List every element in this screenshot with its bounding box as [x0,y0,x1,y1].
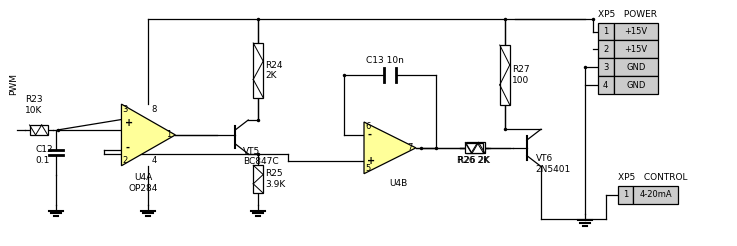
Bar [613,76,658,94]
Text: C12
0.1: C12 0.1 [35,145,53,165]
Text: 1: 1 [623,190,628,199]
Text: PWM: PWM [9,73,18,95]
Text: 4-20mA: 4-20mA [640,190,672,199]
Text: XP5   POWER: XP5 POWER [598,10,657,19]
Text: -: - [367,130,371,140]
Text: GND: GND [626,81,646,90]
Bar [465,143,483,153]
Text: R25
3.9K: R25 3.9K [265,169,285,189]
Bar [613,23,658,41]
Bar [598,58,613,76]
Text: +15V: +15V [624,27,648,36]
Text: 2: 2 [122,156,128,165]
Text: R26 2K: R26 2K [458,156,490,165]
Bar [598,76,613,94]
Text: 3: 3 [603,63,608,72]
Text: 5: 5 [365,164,370,173]
Text: 4: 4 [603,81,608,90]
Text: XP5   CONTROL: XP5 CONTROL [618,173,687,182]
Text: 8: 8 [151,105,157,114]
Text: 6: 6 [365,123,371,131]
Text: U4A
OP284: U4A OP284 [129,173,158,193]
Text: -: - [125,142,130,152]
Bar [466,142,485,153]
Bar [634,186,679,203]
Bar [598,23,613,41]
Text: +: + [367,156,375,166]
Bar [613,58,658,76]
Text: 3: 3 [122,105,128,114]
Text: R26 2K: R26 2K [457,156,489,165]
Text: 7: 7 [408,143,413,152]
Text: R23
10K: R23 10K [24,95,42,115]
Bar [29,125,48,135]
Text: GND: GND [626,63,646,72]
Text: VT6
2N5401: VT6 2N5401 [536,154,570,174]
Text: 4: 4 [151,156,157,165]
Text: R27
100: R27 100 [511,65,529,85]
Polygon shape [364,122,416,174]
Text: C13 10n: C13 10n [366,56,404,65]
Bar [500,45,510,105]
Text: R24
2K: R24 2K [265,61,283,80]
Bar [598,41,613,58]
Text: U4B: U4B [389,179,407,188]
Bar [254,43,263,98]
Text: +: + [125,118,133,128]
Text: +15V: +15V [624,45,648,54]
Text: 1: 1 [166,130,172,139]
Bar [613,41,658,58]
Text: VT5
BC847C: VT5 BC847C [243,147,279,166]
Bar [254,165,263,193]
Polygon shape [122,104,175,166]
Bar [618,186,634,203]
Text: 2: 2 [603,45,608,54]
Text: 1: 1 [603,27,608,36]
